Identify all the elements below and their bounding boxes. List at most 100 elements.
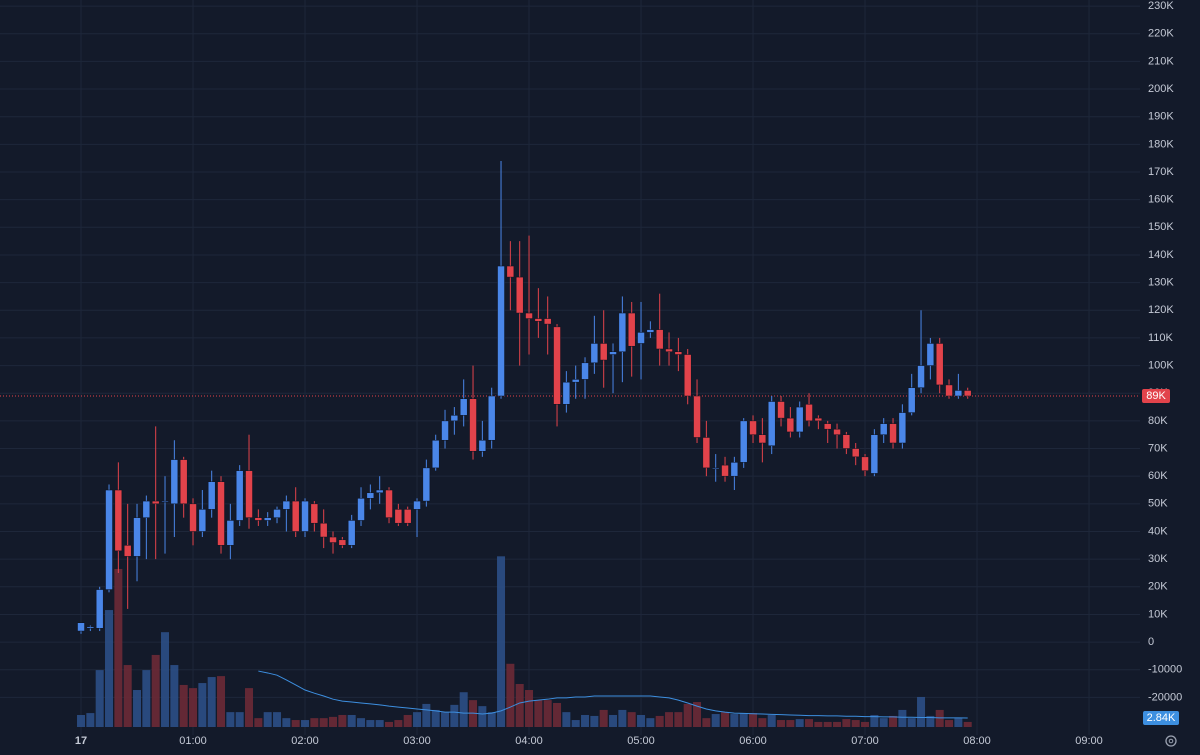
volume-bar xyxy=(898,709,907,727)
candle-body xyxy=(310,503,319,524)
candle-body xyxy=(618,312,627,352)
volume-bar xyxy=(665,712,674,727)
candle-body xyxy=(301,500,309,532)
y-tick-label: 0 xyxy=(1148,636,1154,648)
y-tick-label: 40K xyxy=(1148,525,1168,537)
candle-body xyxy=(189,503,197,532)
candle-body xyxy=(487,395,496,441)
y-tick-label: 100K xyxy=(1148,359,1174,371)
y-tick-label: 180K xyxy=(1148,138,1174,150)
candle-body xyxy=(767,401,776,447)
candle-body xyxy=(422,467,431,502)
settings-gear-center[interactable] xyxy=(1168,738,1174,744)
y-tick-label: 70K xyxy=(1148,442,1168,454)
y-tick-label: -20000 xyxy=(1148,691,1182,703)
volume-bar xyxy=(123,665,132,727)
candle-body xyxy=(235,470,244,521)
y-tick-label: 110K xyxy=(1148,332,1174,344)
candle-body xyxy=(861,456,869,471)
volume-bar xyxy=(945,720,954,727)
volume-bar xyxy=(786,720,795,727)
volume-bar xyxy=(422,703,431,727)
y-tick-label: 140K xyxy=(1148,249,1174,261)
candle-body xyxy=(823,423,832,430)
volume-ma-label: 2.84K xyxy=(1147,712,1176,724)
candle-body xyxy=(627,312,636,347)
candle-body xyxy=(441,420,449,441)
volume-bar xyxy=(767,714,776,727)
volume-bar xyxy=(954,718,963,727)
volume-bar xyxy=(907,718,916,727)
volume-bar xyxy=(347,714,356,727)
last-price-box xyxy=(1142,388,1170,403)
candle-body xyxy=(814,417,823,422)
volume-bar xyxy=(431,709,440,727)
candle-body xyxy=(319,522,328,538)
volume-bar xyxy=(842,719,851,727)
candle-body xyxy=(413,500,421,510)
y-tick-label: 150K xyxy=(1148,221,1174,233)
volume-bar xyxy=(459,692,468,727)
candle-body xyxy=(739,420,748,463)
volume-bar xyxy=(590,715,599,727)
volume-bar xyxy=(870,714,879,727)
candle-body xyxy=(347,520,356,546)
x-tick-label: 06:00 xyxy=(739,735,767,747)
candle-body xyxy=(431,439,440,469)
x-tick-label: 05:00 xyxy=(627,735,655,747)
volume-bar xyxy=(77,714,86,727)
volume-bar xyxy=(889,715,898,727)
volume-bar xyxy=(217,676,226,727)
volume-bar xyxy=(189,688,198,727)
candle-body xyxy=(469,398,477,452)
volume-bar xyxy=(86,713,95,727)
volume-bar xyxy=(861,721,870,727)
candle-body xyxy=(114,489,123,552)
last-price-label: 89K xyxy=(1146,390,1166,402)
y-tick-label: 220K xyxy=(1148,28,1174,40)
volume-bar xyxy=(739,713,748,727)
settings-icon[interactable] xyxy=(1165,735,1177,747)
settings-gear[interactable] xyxy=(1165,735,1177,747)
volume-bar xyxy=(114,568,123,727)
y-tick-label: 50K xyxy=(1148,498,1168,510)
candle-body xyxy=(273,509,281,518)
volume-bar xyxy=(478,706,487,727)
candle-body xyxy=(889,423,897,444)
volume-bar xyxy=(301,720,310,727)
volume-bar xyxy=(833,721,842,727)
candles-layer xyxy=(77,160,972,634)
candle-body xyxy=(674,351,683,355)
volume-bar xyxy=(105,610,114,727)
volume-bar xyxy=(562,712,571,727)
candle-body xyxy=(254,517,263,521)
candle-body xyxy=(95,589,104,629)
candle-body xyxy=(926,343,935,366)
candle-body xyxy=(375,489,384,494)
volume-bar xyxy=(646,718,655,727)
candle-body xyxy=(553,326,561,405)
candle-body xyxy=(581,362,589,380)
volume-bar xyxy=(721,712,730,727)
x-tick-label: 01:00 xyxy=(179,735,207,747)
candle-body xyxy=(945,384,953,397)
volume-bar xyxy=(543,700,552,727)
volume-bar xyxy=(310,718,319,727)
candle-body xyxy=(217,481,225,546)
volume-bar xyxy=(338,714,347,727)
volume-bar xyxy=(879,718,888,727)
candle-body xyxy=(571,379,580,383)
volume-bar xyxy=(394,720,403,727)
volume-ma-box xyxy=(1143,711,1179,726)
volume-bar xyxy=(795,719,804,727)
volume-bar xyxy=(674,712,683,727)
y-tick-label: 200K xyxy=(1148,83,1174,95)
volume-bar xyxy=(403,714,412,727)
x-tick-label: 02:00 xyxy=(291,735,319,747)
volume-bar xyxy=(926,715,935,727)
candle-body xyxy=(245,470,253,518)
candle-body xyxy=(179,459,188,505)
volume-bar xyxy=(254,718,263,727)
volume-bar xyxy=(963,721,972,727)
volume-bar xyxy=(487,712,496,727)
